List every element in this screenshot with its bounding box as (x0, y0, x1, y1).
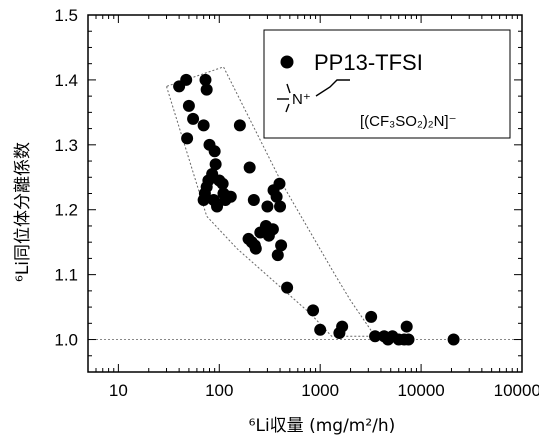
data-point (336, 320, 349, 333)
data-point (197, 193, 210, 206)
y-tick-label: 1.0 (54, 331, 78, 350)
y-tick-label: 1.1 (54, 266, 78, 285)
data-point (233, 119, 246, 132)
data-point (447, 333, 460, 346)
data-point (199, 73, 212, 86)
data-point (270, 190, 283, 203)
data-point (402, 333, 415, 346)
data-point (273, 177, 286, 190)
data-point (274, 200, 287, 213)
y-axis-title: ⁶Li同位体分離係数 (13, 142, 33, 282)
data-point (281, 281, 294, 294)
data-point (180, 73, 193, 86)
data-point (275, 239, 288, 252)
cation-structure-icon (277, 79, 350, 113)
x-tick-label: 100000 (494, 381, 539, 400)
data-point (200, 83, 213, 96)
data-points (173, 73, 460, 346)
data-point (314, 323, 327, 336)
data-point (249, 242, 262, 255)
data-point (208, 145, 221, 158)
data-point (365, 310, 378, 323)
data-point (261, 200, 274, 213)
data-point (181, 132, 194, 145)
x-tick-label: 100 (205, 381, 233, 400)
data-point (197, 119, 210, 132)
data-point (271, 249, 284, 262)
data-point (211, 200, 224, 213)
data-point (224, 190, 237, 203)
data-point (247, 193, 260, 206)
y-tick-label: 1.4 (54, 71, 78, 90)
legend: PP13-TFSI N⁺ [(CF₃SO₂)₂N]⁻ (263, 29, 511, 139)
anion-label: [(CF₃SO₂)₂N]⁻ (360, 113, 457, 130)
x-axis-title: ⁶Li収量 (mg/m²/h) (249, 416, 396, 436)
cation-label: N⁺ (292, 91, 311, 108)
data-point (400, 320, 413, 333)
data-point (182, 99, 195, 112)
y-tick-label: 1.5 (54, 6, 78, 25)
x-axis-ticks: 10 100 1000 10000 100000 (87, 15, 539, 400)
x-tick-label: 10 (109, 381, 128, 400)
y-tick-label: 1.3 (54, 136, 78, 155)
data-point (209, 158, 222, 171)
y-tick-label: 1.2 (54, 201, 78, 220)
data-point (187, 112, 200, 125)
data-point (307, 304, 320, 317)
legend-series-label: PP13-TFSI (314, 50, 423, 75)
data-point (266, 223, 279, 236)
x-tick-label: 1000 (301, 381, 339, 400)
x-tick-label: 10000 (397, 381, 444, 400)
data-point (369, 330, 382, 343)
data-point (216, 177, 229, 190)
data-point (243, 161, 256, 174)
y-axis-ticks: 1.0 1.1 1.2 1.3 1.4 1.5 (54, 6, 522, 373)
legend-marker (280, 55, 294, 69)
